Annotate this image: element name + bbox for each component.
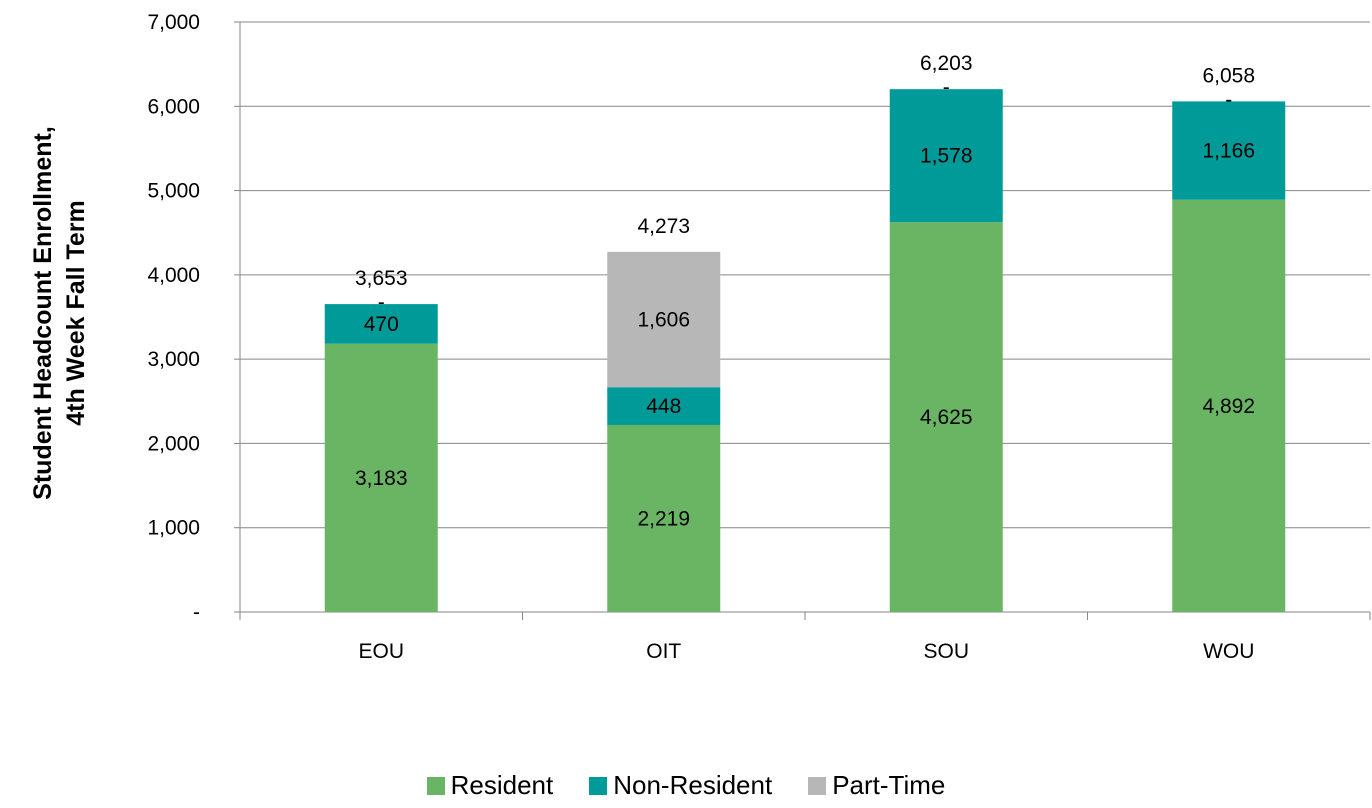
y-tick-label: 5,000 <box>147 180 200 203</box>
legend-swatch-part-time <box>808 776 827 795</box>
total-label-eou: 3,653 <box>355 267 408 290</box>
data-label-resident-oit: 2,219 <box>637 507 690 530</box>
data-label-non-resident-eou: 470 <box>364 313 399 336</box>
legend-label-resident: Resident <box>450 770 554 800</box>
bar-resident-oit <box>607 424 721 612</box>
data-label-non-resident-oit: 448 <box>646 395 681 418</box>
legend-swatch-non-resident <box>589 776 608 795</box>
y-tick-label: 2,000 <box>147 432 200 455</box>
bar-part-time-oit <box>607 251 721 388</box>
data-label-part-time-eou: - <box>378 291 385 314</box>
y-tick-label: - <box>193 601 200 624</box>
x-tick-label-sou: SOU <box>923 640 969 663</box>
y-tick-label: 6,000 <box>147 95 200 118</box>
stacked-bar-chart: - 1,000 2,000 3,000 4,000 5,000 6,000 7,000 3,18… <box>147 11 1371 663</box>
legend-label-part-time: Part-Time <box>832 770 946 800</box>
x-tick-label-eou: EOU <box>358 640 404 663</box>
x-tick-label-wou: WOU <box>1203 640 1254 663</box>
bar-non-resident-sou <box>889 89 1003 223</box>
legend-label-non-resident: Non-Resident <box>613 770 773 800</box>
bar-resident-sou <box>889 222 1003 612</box>
data-label-part-time-oit: 1,606 <box>637 309 690 332</box>
total-label-sou: 6,203 <box>920 52 973 75</box>
data-label-part-time-wou: - <box>1225 88 1232 111</box>
y-tick-label: 1,000 <box>147 517 200 540</box>
bar-resident-eou <box>324 343 438 612</box>
x-tick-label-oit: OIT <box>646 640 681 663</box>
total-label-wou: 6,058 <box>1202 64 1255 87</box>
legend: Resident Non-Resident Part-Time <box>0 770 1372 801</box>
bar-resident-wou <box>1172 199 1286 612</box>
y-tick-label: 3,000 <box>147 348 200 371</box>
data-label-resident-sou: 4,625 <box>920 406 973 429</box>
y-tick-label: 7,000 <box>147 11 200 34</box>
data-label-resident-eou: 3,183 <box>355 467 408 490</box>
y-axis-title-line1: Student Headcount Enrollment, <box>29 126 57 500</box>
bar-non-resident-oit <box>607 387 721 425</box>
legend-swatch-resident <box>426 776 445 795</box>
data-label-resident-wou: 4,892 <box>1202 395 1255 418</box>
legend-item-non-resident: Non-Resident <box>589 770 772 801</box>
bar-non-resident-wou <box>1172 101 1286 200</box>
data-label-non-resident-sou: 1,578 <box>920 145 973 168</box>
y-tick-label: 4,000 <box>147 264 200 287</box>
bar-non-resident-eou <box>324 304 438 344</box>
legend-item-resident: Resident <box>426 770 554 801</box>
data-label-non-resident-wou: 1,166 <box>1202 140 1255 163</box>
total-label-oit: 4,273 <box>637 215 690 238</box>
y-axis-title-line2: 4th Week Fall Term <box>62 200 90 426</box>
data-label-part-time-sou: - <box>943 76 950 99</box>
legend-item-part-time: Part-Time <box>808 770 945 801</box>
